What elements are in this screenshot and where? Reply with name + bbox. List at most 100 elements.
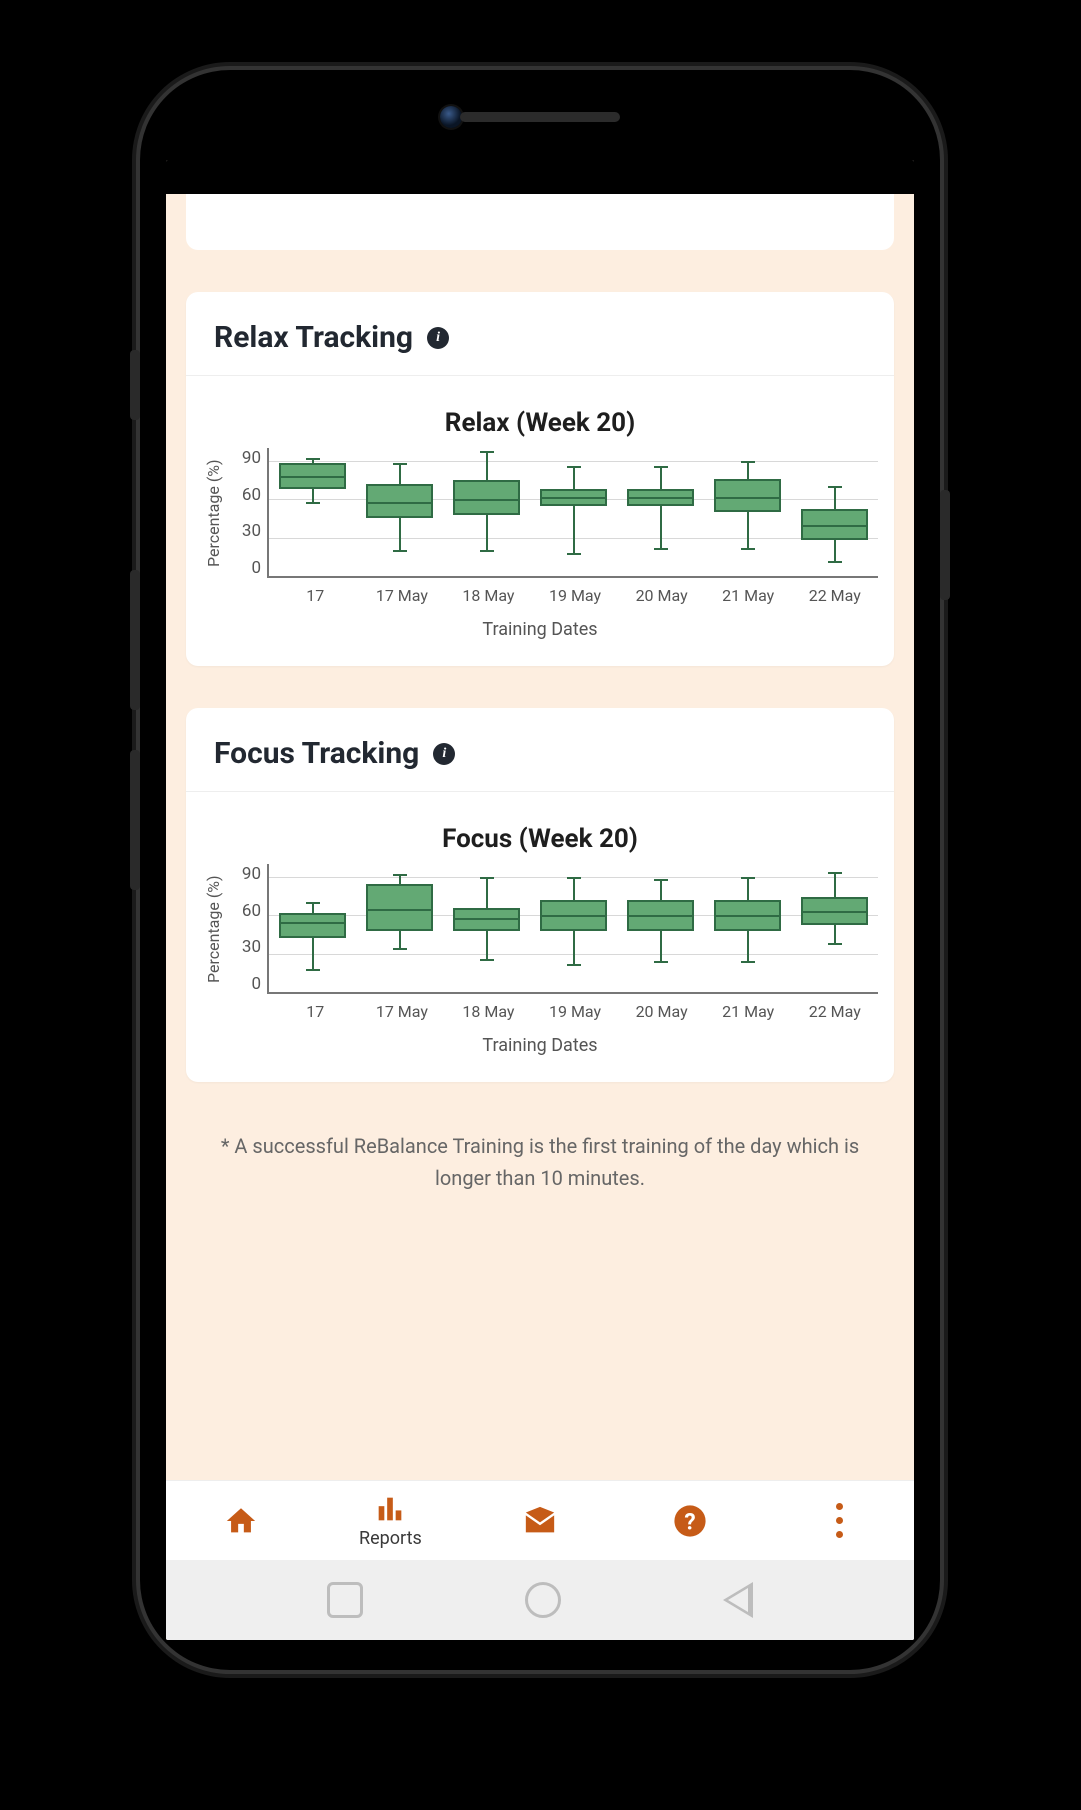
card-body: Focus (Week 20)Percentage (%)90603001717… (186, 792, 894, 1082)
whisker-cap (654, 466, 668, 468)
x-tick: 18 May (445, 586, 532, 605)
median-line (714, 915, 780, 917)
median-line (366, 502, 432, 504)
plot-area (267, 448, 878, 578)
x-tick: 19 May (532, 586, 619, 605)
box (279, 913, 345, 939)
y-tick: 60 (242, 485, 261, 505)
whisker-cap (828, 872, 842, 874)
sys-back-button[interactable] (723, 1582, 753, 1618)
phone-side-button (130, 350, 140, 420)
sys-home-button[interactable] (525, 1582, 561, 1618)
plot-area (267, 864, 878, 994)
whisker (573, 466, 575, 553)
x-tick: 17 May (359, 1002, 446, 1021)
content-scroll[interactable]: Relax Tracking i Relax (Week 20) Percenta… (166, 194, 914, 1480)
info-icon[interactable]: i (433, 743, 455, 765)
whisker-cap (567, 553, 581, 555)
tab-label: Reports (359, 1528, 422, 1549)
relax-chart: Relax (Week 20)Percentage (%)90603001717… (202, 408, 878, 640)
info-icon[interactable]: i (427, 327, 449, 349)
tab-more[interactable] (764, 1503, 914, 1538)
box (714, 479, 780, 512)
y-tick: 0 (251, 974, 261, 994)
focus-tracking-card: Focus Tracking i Focus (Week 20) Percenta… (186, 708, 894, 1082)
median-line (801, 525, 867, 527)
card-title: Relax Tracking (214, 320, 413, 355)
box (366, 884, 432, 930)
whisker-cap (480, 959, 494, 961)
whisker-cap (741, 461, 755, 463)
home-icon (224, 1504, 258, 1538)
box (453, 480, 519, 515)
relax-tracking-card: Relax Tracking i Relax (Week 20) Percenta… (186, 292, 894, 666)
card-title: Focus Tracking (214, 736, 419, 771)
system-nav-bar (166, 1560, 914, 1640)
y-tick: 0 (251, 558, 261, 578)
y-axis-label: Percentage (%) (202, 448, 225, 578)
sys-recent-button[interactable] (327, 1582, 363, 1618)
whisker-cap (654, 961, 668, 963)
box-series (269, 864, 878, 992)
whisker-cap (480, 451, 494, 453)
phone-earpiece (460, 112, 620, 122)
phone-side-button (130, 750, 140, 890)
median-line (453, 918, 519, 920)
whisker-cap (393, 550, 407, 552)
median-line (540, 497, 606, 499)
tab-mail[interactable] (465, 1504, 615, 1538)
phone-camera (440, 106, 462, 128)
whisker-cap (654, 879, 668, 881)
whisker-cap (741, 961, 755, 963)
box-column (617, 864, 704, 992)
tab-bar: Reports ? (166, 1480, 914, 1560)
whisker-cap (393, 948, 407, 950)
whisker (660, 466, 662, 548)
median-line (366, 909, 432, 911)
chart-title: Focus (Week 20) (202, 824, 878, 854)
card-body: Relax (Week 20)Percentage (%)90603001717… (186, 376, 894, 666)
median-line (627, 915, 693, 917)
x-tick: 22 May (791, 1002, 878, 1021)
median-line (279, 476, 345, 478)
tab-home[interactable] (166, 1504, 316, 1538)
tab-reports[interactable]: Reports (316, 1492, 466, 1549)
box-column (791, 864, 878, 992)
box-column (356, 864, 443, 992)
help-icon: ? (673, 1504, 707, 1538)
box-column (443, 864, 530, 992)
x-tick: 21 May (705, 1002, 792, 1021)
y-tick: 90 (242, 448, 261, 468)
svg-text:?: ? (684, 1508, 695, 1535)
box-series (269, 448, 878, 576)
reports-icon (373, 1492, 407, 1526)
whisker-cap (828, 561, 842, 563)
screen: Relax Tracking i Relax (Week 20) Percenta… (166, 160, 914, 1640)
whisker-cap (393, 463, 407, 465)
whisker-cap (567, 964, 581, 966)
previous-card-sliver (186, 194, 894, 250)
phone-side-button (130, 570, 140, 710)
box-column (269, 448, 356, 576)
whisker-cap (306, 969, 320, 971)
box-column (356, 448, 443, 576)
chart-title: Relax (Week 20) (202, 408, 878, 438)
whisker-cap (741, 877, 755, 879)
whisker-cap (828, 486, 842, 488)
whisker-cap (306, 502, 320, 504)
median-line (453, 499, 519, 501)
x-axis-label: Training Dates (202, 619, 878, 640)
tab-help[interactable]: ? (615, 1504, 765, 1538)
y-tick: 30 (242, 521, 261, 541)
whisker-cap (306, 458, 320, 460)
whisker-cap (480, 877, 494, 879)
card-header: Focus Tracking i (186, 708, 894, 792)
footnote-text: * A successful ReBalance Training is the… (186, 1124, 894, 1194)
x-tick: 20 May (618, 1002, 705, 1021)
y-axis-label: Percentage (%) (202, 864, 225, 994)
median-line (714, 497, 780, 499)
whisker-cap (654, 548, 668, 550)
box-column (269, 864, 356, 992)
box-column (530, 864, 617, 992)
x-tick: 17 May (359, 586, 446, 605)
